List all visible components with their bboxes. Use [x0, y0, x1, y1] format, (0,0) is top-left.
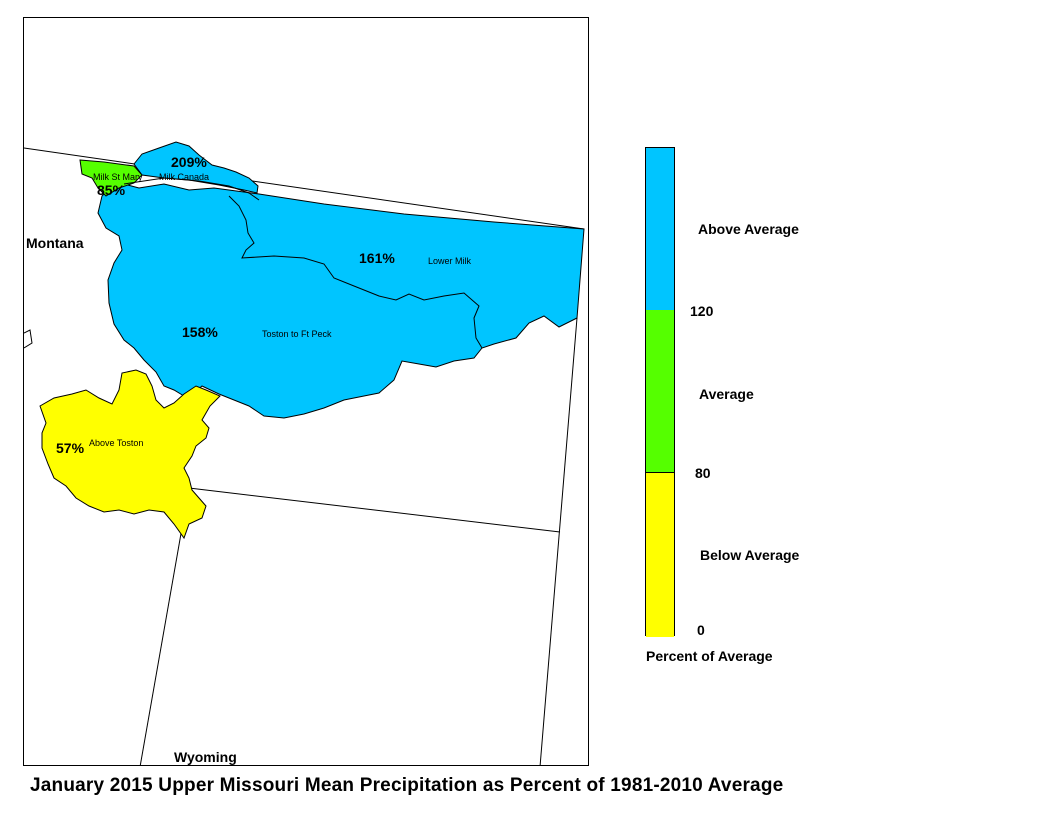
basin-percent-above-toston: 57%: [56, 440, 85, 456]
legend-break-80: 80: [695, 465, 711, 481]
basin-name-milk-canada: Milk Canada: [159, 172, 209, 182]
state-boundary-montana-wyoming: [188, 487, 561, 533]
legend-class-below-average: Below Average: [700, 547, 800, 563]
basin-region-toston-ftpeck: [97, 183, 585, 419]
legend-color-bar: [645, 147, 675, 637]
legend-class-average: Average: [699, 386, 754, 402]
legend-break-0: 0: [697, 622, 705, 638]
legend-class-above-average: Above Average: [698, 221, 799, 237]
legend-swatch-above-average: [646, 148, 674, 311]
basin-percent-lower-milk: 161%: [359, 250, 395, 266]
basin-region-above-toston: [39, 369, 221, 540]
basin-name-lower-milk: Lower Milk: [428, 256, 472, 266]
legend-title: Percent of Average: [646, 648, 773, 664]
basin-region-milk-st-mary: [79, 159, 143, 197]
basin-name-milk-st-mary: Milk St Mary: [93, 172, 143, 182]
state-boundary-west-edge: [24, 329, 33, 349]
basin-name-above-toston: Above Toston: [89, 438, 143, 448]
state-boundary-north: [24, 147, 585, 230]
state-label-wyoming: Wyoming: [174, 749, 237, 765]
legend-swatch-below-average: [646, 473, 674, 637]
basin-boundary-lower-milk: [228, 195, 483, 349]
legend-swatch-average: [646, 310, 674, 473]
state-label-montana: Montana: [26, 235, 84, 251]
legend-break-120: 120: [690, 303, 714, 319]
basin-boundary-milk-canada-south: [123, 177, 260, 201]
map-frame: 209% 85% 161% 158% 57% Milk St Mary Milk…: [23, 17, 589, 766]
state-boundary-east: [539, 317, 578, 765]
map-canvas: 209% 85% 161% 158% 57% Milk St Mary Milk…: [24, 141, 585, 765]
page-title: January 2015 Upper Missouri Mean Precipi…: [30, 775, 784, 796]
state-boundary-west: [139, 487, 190, 765]
basin-percent-toston-ftpeck: 158%: [182, 324, 218, 340]
basin-percent-milk-canada: 209%: [171, 154, 207, 170]
basin-name-toston-ftpeck: Toston to Ft Peck: [262, 329, 332, 339]
basin-percent-milk-st-mary: 85%: [97, 182, 126, 198]
